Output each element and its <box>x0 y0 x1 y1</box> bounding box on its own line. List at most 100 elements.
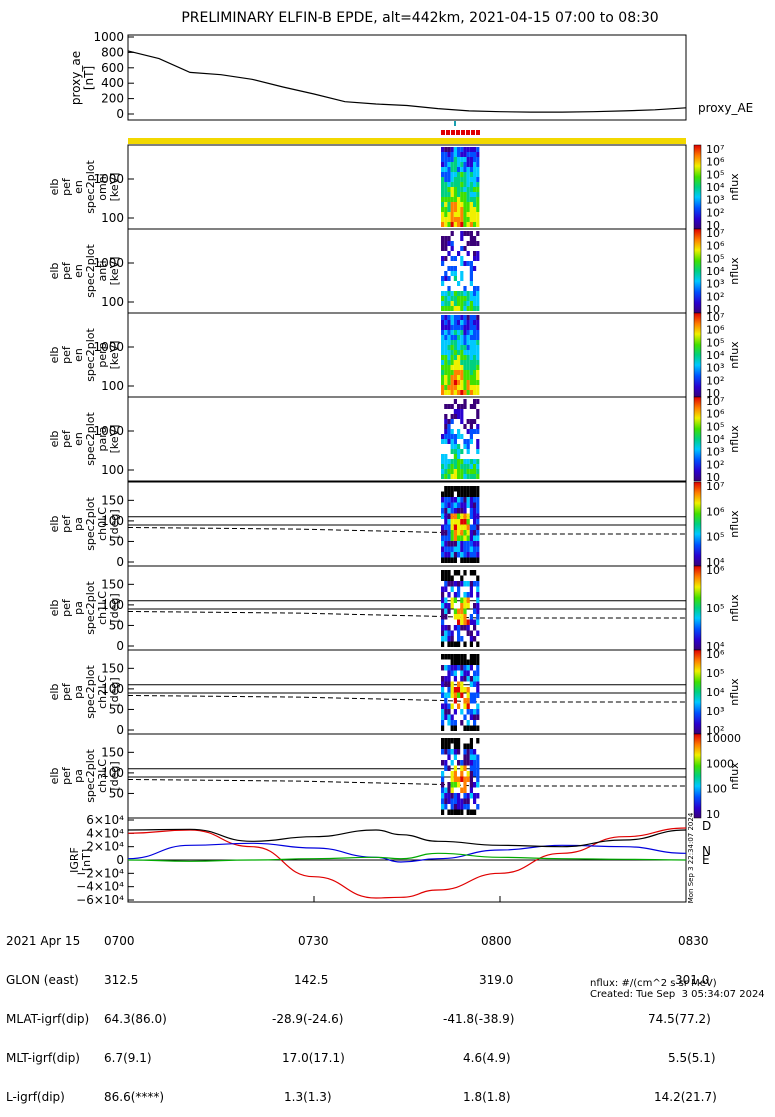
spectrogram-pixel <box>453 182 457 187</box>
pitch-angle-pixel <box>460 760 464 766</box>
spectrogram-pixel <box>447 152 451 157</box>
pitch-angle-pixel <box>476 804 480 810</box>
spectrogram-pixel <box>453 399 457 404</box>
spectrogram-pixel <box>476 182 480 187</box>
spectrogram-pixel <box>473 301 477 306</box>
spectrogram-pixel <box>463 296 467 301</box>
pitch-angle-pixel <box>457 486 461 492</box>
spectrogram-pixel <box>441 325 445 330</box>
spectrogram-pixel <box>466 390 470 395</box>
spectrogram-pixel <box>469 315 473 320</box>
colorbar-tick-label: 10⁶ <box>706 324 725 337</box>
footer-mlat-label: MLAT-igrf(dip) <box>6 1012 90 1026</box>
pitch-angle-pixel <box>450 575 454 581</box>
pitch-angle-pixel <box>466 804 470 810</box>
pitch-angle-pixel <box>476 603 480 609</box>
footer-date: 2021 Apr 15 <box>6 934 81 948</box>
spectrogram-pixel <box>473 222 477 227</box>
spectrogram-ylabel-line: elb <box>48 431 61 448</box>
spectrogram-pixel <box>453 350 457 355</box>
spectrogram-pixel <box>463 474 467 479</box>
spectrogram-pixel <box>476 390 480 395</box>
pitch-angle-pixel <box>473 508 477 514</box>
pitch-angle-pixel <box>453 692 457 698</box>
spectrogram-pixel <box>476 241 480 246</box>
pitch-angle-pixel <box>444 625 448 631</box>
spectrogram-pixel <box>447 187 451 192</box>
pitch-angle-ytick-label: 100 <box>101 682 124 696</box>
colorbar-tick-label: 10⁵ <box>706 602 724 615</box>
pitch-angle-pixel <box>473 670 477 676</box>
pitch-angle-pixel <box>450 725 454 731</box>
pitch-angle-pixel <box>469 552 473 558</box>
spectrogram-pixel <box>457 222 461 227</box>
spectrogram-pixel <box>453 157 457 162</box>
pitch-angle-pixel <box>466 619 470 625</box>
spectrogram-pixel <box>447 197 451 202</box>
spectrogram-pixel <box>457 197 461 202</box>
pitch-angle-pixel <box>444 608 448 614</box>
pitch-angle-pixel <box>469 738 473 744</box>
spectrogram-pixel <box>444 256 448 261</box>
spectrogram-pixel <box>469 276 473 281</box>
pitch-angle-pixel <box>466 760 470 766</box>
pitch-angle-pixel <box>463 665 467 671</box>
pitch-angle-ylabel-line: pa <box>72 601 85 615</box>
pitch-angle-pixel <box>469 592 473 598</box>
colorbar-tick-label: 10⁴ <box>706 349 725 362</box>
spectrogram-pixel <box>444 404 448 409</box>
spectrogram-pixel <box>444 320 448 325</box>
ae-ylabel: proxy_ae[nT] <box>69 51 96 105</box>
spectrogram-pixel <box>469 335 473 340</box>
pitch-angle-ylabel-line: pa <box>72 769 85 783</box>
spectrogram-pixel <box>457 315 461 320</box>
pitch-angle-pixel <box>444 603 448 609</box>
pitch-angle-pixel <box>457 630 461 636</box>
pitch-angle-pixel <box>469 641 473 647</box>
pitch-angle-pixel <box>463 497 467 503</box>
pitch-angle-pixel <box>466 809 470 815</box>
spectrogram-pixel <box>453 256 457 261</box>
spectrogram-pixel <box>463 286 467 291</box>
pitch-angle-pixel <box>441 592 445 598</box>
pitch-angle-pixel <box>447 497 451 503</box>
pitch-angle-pixel <box>450 497 454 503</box>
pitch-angle-pixel <box>466 597 470 603</box>
pitch-angle-pixel <box>466 535 470 541</box>
spectrogram-pixel <box>453 212 457 217</box>
pitch-angle-pixel <box>453 570 457 576</box>
spectrogram-pixel <box>466 291 470 296</box>
igrf-ylabel-line: [nT] <box>80 849 93 871</box>
spectrogram-pixel <box>450 360 454 365</box>
pitch-angle-pixel <box>469 776 473 782</box>
footer-mlat-0830: 74.5(77.2) <box>648 1012 711 1026</box>
pitch-angle-pixel <box>463 603 467 609</box>
spectrogram-pixel <box>473 390 477 395</box>
spectrogram-pixel <box>463 365 467 370</box>
spectrogram-pixel <box>473 365 477 370</box>
pitch-angle-ytick-label: 50 <box>109 618 124 632</box>
pitch-angle-pixel <box>460 692 464 698</box>
colorbar-tick-label: 10⁴ <box>706 686 725 699</box>
pitch-angle-pixel <box>444 552 448 558</box>
pitch-angle-pixel <box>447 625 451 631</box>
pitch-angle-pixel <box>463 676 467 682</box>
spectrogram-pixel <box>441 454 445 459</box>
spectrogram-pixel <box>457 464 461 469</box>
pitch-angle-pixel <box>463 614 467 620</box>
spectrogram-pixel <box>460 147 464 152</box>
pitch-angle-pixel <box>441 508 445 514</box>
spectrogram-pixel <box>457 469 461 474</box>
pitch-angle-pixel <box>457 743 461 749</box>
footer-mlat-0730: -28.9(-24.6) <box>272 1012 344 1026</box>
spectrogram-pixel <box>466 251 470 256</box>
spectrogram-pixel <box>473 241 477 246</box>
spectrogram-pixel <box>450 419 454 424</box>
colorbar-tick-label: 10⁵ <box>706 252 724 265</box>
pitch-angle-pixel <box>450 798 454 804</box>
science-zone-flag <box>451 130 455 135</box>
pitch-angle-pixel <box>441 630 445 636</box>
spectrogram-pixel <box>460 414 464 419</box>
spectrogram-pixel <box>441 464 445 469</box>
pitch-angle-pixel <box>441 636 445 642</box>
